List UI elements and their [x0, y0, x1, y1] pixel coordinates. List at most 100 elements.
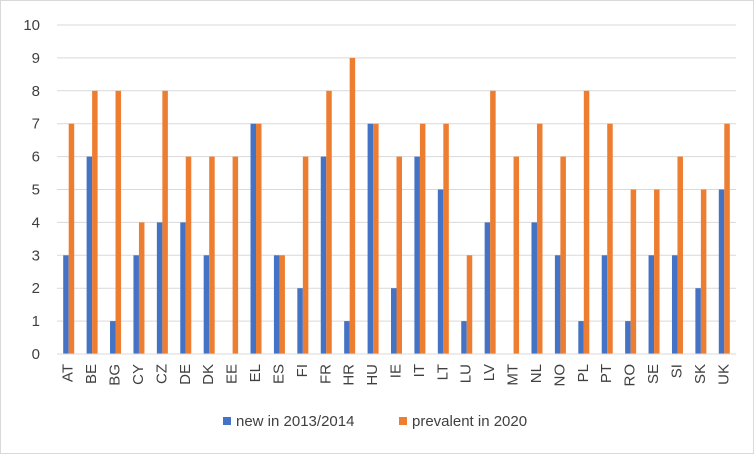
bar — [250, 123, 257, 354]
x-tick-label: LV — [481, 364, 498, 381]
bar — [180, 222, 186, 354]
y-tick-label: 7 — [32, 116, 40, 133]
bar — [724, 123, 730, 354]
bar — [695, 288, 701, 354]
y-tick-label: 8 — [32, 83, 40, 100]
bar — [110, 321, 116, 354]
bar — [133, 255, 139, 354]
y-tick-label: 10 — [23, 17, 40, 34]
x-tick-label: PT — [598, 364, 615, 383]
x-tick-label: UK — [715, 364, 732, 385]
bar — [630, 189, 637, 354]
bar — [373, 123, 379, 354]
bar — [279, 255, 285, 354]
bar — [344, 321, 350, 354]
x-tick-label: BG — [107, 364, 124, 386]
bar — [256, 123, 262, 354]
bar — [437, 189, 444, 354]
bar — [607, 123, 613, 354]
x-tick-label: BE — [83, 364, 100, 384]
bar — [63, 255, 69, 354]
y-tick-label: 4 — [32, 214, 40, 231]
x-tick-label: MT — [505, 364, 522, 386]
bar — [583, 90, 590, 355]
legend-swatch — [223, 417, 231, 425]
bar — [367, 123, 374, 354]
y-tick-label: 1 — [32, 313, 40, 330]
x-tick-label: SE — [645, 364, 662, 384]
legend-swatch — [399, 417, 407, 425]
bar — [700, 189, 707, 354]
x-tick-label: EE — [224, 364, 241, 384]
bar — [466, 255, 473, 354]
x-tick-label: FR — [317, 364, 334, 384]
bar — [349, 57, 356, 355]
x-tick-label: CY — [130, 364, 147, 385]
bar — [396, 156, 402, 354]
y-tick-label: 9 — [32, 50, 40, 67]
x-tick-label: LT — [434, 364, 451, 380]
bar — [115, 90, 122, 355]
bar — [443, 123, 449, 354]
bar — [273, 255, 280, 354]
bar — [68, 123, 75, 354]
bar — [536, 123, 543, 354]
x-tick-label: NL — [528, 364, 545, 383]
x-tick-label: LU — [458, 364, 475, 383]
y-tick-label: 5 — [32, 182, 40, 199]
bar — [578, 321, 584, 354]
bar — [320, 156, 327, 354]
bar — [625, 321, 631, 354]
bar — [232, 156, 239, 354]
bar — [156, 222, 163, 354]
x-tick-label: SI — [668, 364, 685, 378]
bar — [185, 156, 192, 354]
bars — [63, 57, 730, 355]
legend-label: new in 2013/2014 — [236, 413, 354, 430]
bar — [209, 156, 215, 354]
bar — [560, 156, 566, 354]
bar — [162, 90, 168, 355]
bar — [654, 189, 660, 354]
bar — [554, 255, 561, 354]
x-tick-label: PL — [575, 364, 592, 382]
x-tick-label: IE — [388, 364, 405, 378]
bar — [484, 222, 491, 354]
bar — [326, 90, 332, 355]
x-tick-label: HR — [341, 364, 358, 386]
bar — [461, 321, 467, 354]
legend: new in 2013/2014 prevalent in 2020 — [223, 413, 527, 430]
x-tick-label: CZ — [153, 364, 170, 384]
x-tick-label: NO — [551, 364, 568, 387]
x-tick-label: HU — [364, 364, 381, 386]
bar — [302, 156, 309, 354]
bar — [297, 288, 303, 354]
y-tick-label: 2 — [32, 280, 40, 297]
bar — [718, 189, 725, 354]
bar — [92, 90, 98, 355]
bar — [648, 255, 655, 354]
bar — [490, 90, 496, 355]
bar — [677, 156, 683, 354]
bar — [391, 288, 397, 354]
y-tick-label: 3 — [32, 247, 40, 264]
x-tick-label: FI — [294, 364, 311, 377]
x-tick-label: DE — [177, 364, 194, 385]
x-tick-label: IT — [411, 364, 428, 377]
bar — [419, 123, 426, 354]
legend-label: prevalent in 2020 — [412, 413, 527, 430]
x-tick-label: EL — [247, 364, 264, 382]
x-tick-label: ES — [270, 364, 287, 384]
axes: 0 1 2 3 4 5 6 7 8 9 10 AT BE BG CY CZ DE DK EE EL ES FI FR HR HU… — [23, 17, 736, 387]
bar — [671, 255, 678, 354]
y-tick-label: 0 — [32, 346, 40, 363]
bar — [414, 156, 420, 354]
bar — [138, 222, 145, 354]
bar — [513, 156, 520, 354]
bar — [601, 255, 608, 354]
x-tick-label: DK — [200, 364, 217, 385]
x-tick-label: RO — [622, 364, 639, 387]
bar — [86, 156, 93, 354]
y-tick-label: 6 — [32, 149, 40, 166]
